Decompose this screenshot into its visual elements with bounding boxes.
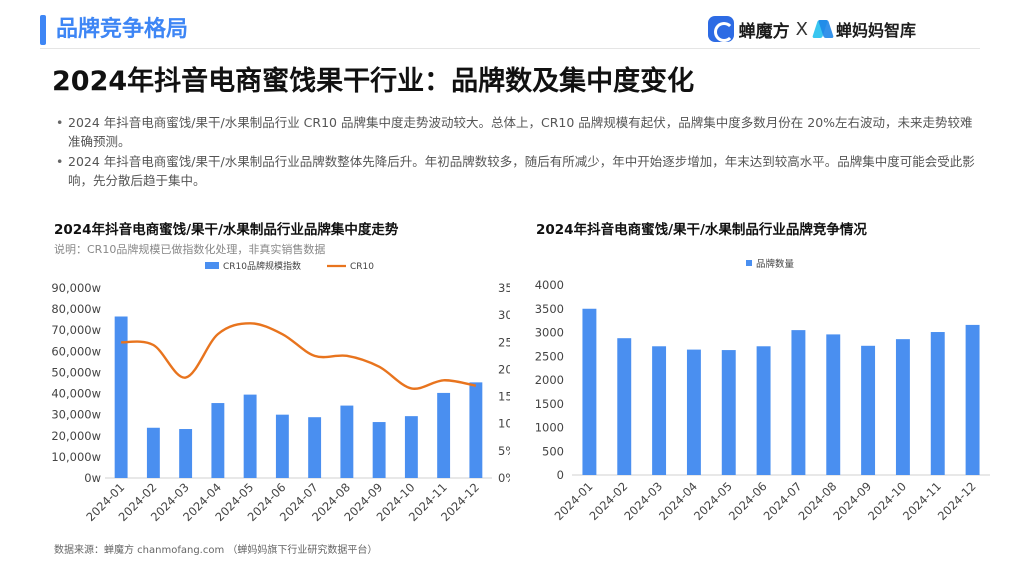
cr10-scale-bar xyxy=(211,403,225,478)
y-left-tick-label: 40,000w xyxy=(51,387,101,401)
chart2-title: 2024年抖音电商蜜饯/果干/水果制品行业品牌竞争情况 xyxy=(536,222,867,238)
y-tick-label: 2000 xyxy=(535,373,564,387)
y-left-tick-label: 10,000w xyxy=(51,450,101,464)
y-left-tick-label: 0w xyxy=(84,471,101,485)
y-right-tick-label: 35% xyxy=(498,281,510,295)
bullet-item: 2024 年抖音电商蜜饯/果干/水果制品行业品牌数整体先降后升。年初品牌数较多，… xyxy=(56,152,980,190)
y-left-tick-label: 50,000w xyxy=(51,365,101,379)
chart1-note: 说明：CR10品牌规模已做指数化处理，非真实销售数据 xyxy=(54,243,326,256)
brand1-name: 蝉魔方 xyxy=(738,21,790,42)
y-right-tick-label: 5% xyxy=(498,444,510,458)
y-left-tick-label: 70,000w xyxy=(51,323,101,337)
y-left-tick-label: 20,000w xyxy=(51,429,101,443)
y-left-tick-label: 60,000w xyxy=(51,344,101,358)
y-left-tick-label: 80,000w xyxy=(51,302,101,316)
cr10-scale-bar xyxy=(437,392,451,478)
y-right-tick-label: 25% xyxy=(498,335,510,349)
header-divider xyxy=(40,48,980,49)
cr10-scale-bar xyxy=(114,316,128,478)
y-tick-label: 1500 xyxy=(535,397,564,411)
cr10-line xyxy=(121,322,477,390)
brand-count-bar xyxy=(791,330,806,475)
source-footer: 数据来源：蝉魔方 chanmofang.com （蝉妈妈旗下行业研究数据平台） xyxy=(54,545,378,556)
cr10-scale-bar xyxy=(340,405,354,478)
legend-label-bar: CR10品牌规模指数 xyxy=(223,260,301,272)
brand-count-bar xyxy=(686,349,701,475)
brand2-name: 蝉妈妈智库 xyxy=(835,21,916,40)
y-right-tick-label: 0% xyxy=(498,471,510,485)
cr10-scale-bar xyxy=(146,427,160,478)
cr10-scale-bar xyxy=(372,422,386,478)
concentration-chart: 0w 10,000w 20,000w 30,000w 40,000w 50,000w 60,… xyxy=(51,260,510,524)
y-left-tick-label: 30,000w xyxy=(51,408,101,422)
legend-swatch xyxy=(746,260,752,266)
brand-count-bar xyxy=(652,346,667,475)
legend-label-line: CR10 xyxy=(350,262,374,272)
y-tick-label: 0 xyxy=(557,468,564,482)
brand-count-bar xyxy=(756,346,771,475)
cr10-scale-bar xyxy=(469,382,483,478)
brand-count-bar xyxy=(965,324,980,475)
x-tick-label: 2024-12 xyxy=(935,479,979,523)
legend-label: 品牌数量 xyxy=(756,258,795,270)
y-right-tick-label: 20% xyxy=(498,362,510,376)
chart1-title: 2024年抖音电商蜜饯/果干/水果制品行业品牌集中度走势 xyxy=(54,222,399,238)
page-title: 2024年抖音电商蜜饯果干行业：品牌数及集中度变化 xyxy=(52,66,695,97)
cr10-scale-bar xyxy=(275,414,289,478)
brand-count-chart: 050010001500200025003000350040002024-012… xyxy=(535,258,990,523)
brand-count-bar xyxy=(895,339,910,475)
y-right-tick-label: 30% xyxy=(498,308,510,322)
cr10-scale-bar xyxy=(308,417,322,478)
y-right-tick-label: 15% xyxy=(498,390,510,404)
brand-count-bar xyxy=(861,345,876,475)
y-right-tick-label: 10% xyxy=(498,417,510,431)
y-left-tick-label: 90,000w xyxy=(51,281,101,295)
section-accent-bar xyxy=(40,15,46,45)
y-tick-label: 3000 xyxy=(535,326,564,340)
y-tick-label: 500 xyxy=(542,444,564,458)
y-tick-label: 1000 xyxy=(535,421,564,435)
cr10-scale-bar xyxy=(179,429,193,478)
chanmofang-logo-icon xyxy=(707,16,734,42)
brand-header: 蝉魔方 X 蝉妈妈智库 xyxy=(707,14,916,44)
brand-count-bar xyxy=(826,334,841,475)
summary-bullets: 2024 年抖音电商蜜饯/果干/水果制品行业 CR10 品牌集中度走势波动较大。… xyxy=(56,113,980,191)
legend-swatch-bar xyxy=(205,262,219,269)
y-tick-label: 2500 xyxy=(535,349,564,363)
cr10-scale-bar xyxy=(243,394,257,478)
y-tick-label: 3500 xyxy=(535,302,564,316)
brand-count-bar xyxy=(582,308,597,475)
brand-count-bar xyxy=(721,350,736,475)
bullet-item: 2024 年抖音电商蜜饯/果干/水果制品行业 CR10 品牌集中度走势波动较大。… xyxy=(56,113,980,151)
section-title: 品牌竞争格局 xyxy=(56,17,189,42)
brand-count-bar xyxy=(930,332,945,475)
brand-count-bar xyxy=(617,338,632,475)
chanmama-logo-icon xyxy=(814,18,832,40)
brand-separator: X xyxy=(795,18,808,40)
cr10-scale-bar xyxy=(404,416,418,478)
y-tick-label: 4000 xyxy=(535,278,564,292)
